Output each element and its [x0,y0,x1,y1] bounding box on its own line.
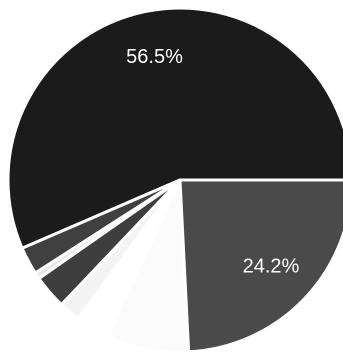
pie-labels: 56.5% 24.2% [126,46,299,277]
pie-slice-7 [178,178,343,353]
pie-slice-label-0: 56.5% [126,46,183,68]
pie-slices [6,6,343,353]
pie-slice-0 [6,6,343,250]
pie-slice-label-7: 24.2% [243,256,300,278]
